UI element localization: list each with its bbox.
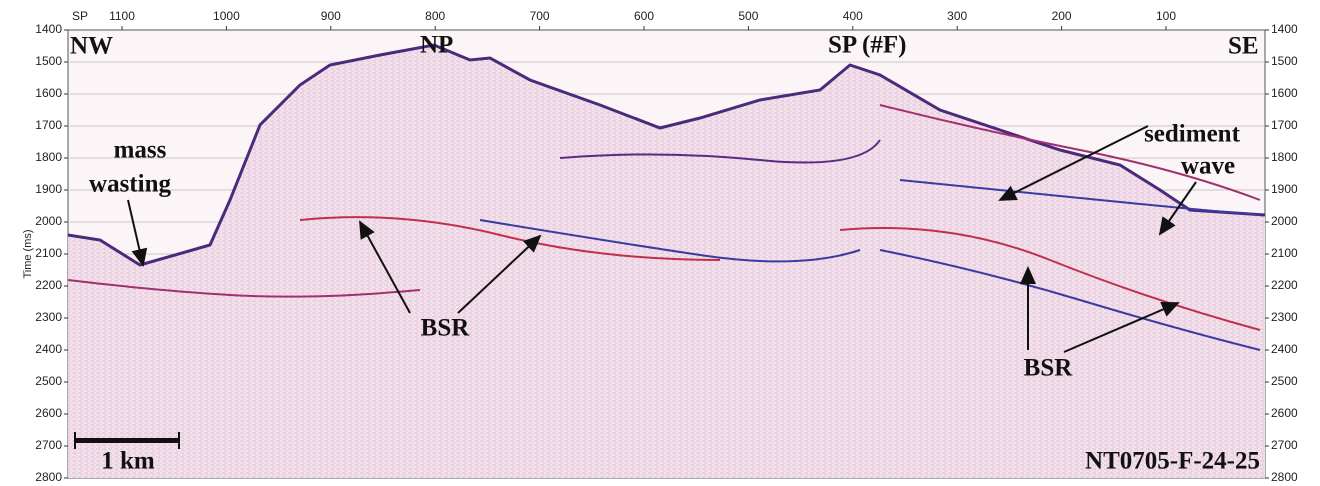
- label-wave: wave: [1181, 153, 1235, 180]
- right-tick-label: 1600: [1271, 86, 1298, 100]
- top-tick-label: 100: [1156, 9, 1176, 23]
- right-tick-label: 2500: [1271, 374, 1298, 388]
- right-tick-label: 1500: [1271, 54, 1298, 68]
- top-tick-label: 1100: [109, 9, 135, 23]
- right-tick-label: 2800: [1271, 470, 1298, 484]
- left-tick-label: 2600: [35, 406, 62, 420]
- right-tick-label: 2000: [1271, 214, 1298, 228]
- arrow: [1063, 301, 1180, 353]
- scale-bar: [74, 438, 180, 443]
- right-tick-label: 1800: [1271, 150, 1298, 164]
- label-wasting: wasting: [89, 171, 171, 198]
- top-tick-label: 300: [947, 9, 967, 23]
- label-se: SE: [1228, 33, 1259, 60]
- right-tick-label: 2600: [1271, 406, 1298, 420]
- left-tick-label: 2400: [35, 342, 62, 356]
- label-nw: NW: [70, 33, 113, 60]
- right-tick-label: 2400: [1271, 342, 1298, 356]
- left-tick-label: 2300: [35, 310, 62, 324]
- right-tick-label: 1700: [1271, 118, 1298, 132]
- arrow: [457, 234, 542, 314]
- arrow: [1158, 181, 1197, 236]
- left-tick-label: 1900: [35, 182, 62, 196]
- line-id: NT0705-F-24-25: [1085, 448, 1260, 475]
- left-tick-label: 2700: [35, 438, 62, 452]
- scale-label: 1 km: [101, 448, 155, 475]
- label-mass: mass: [114, 137, 167, 164]
- top-tick-label: 900: [321, 9, 341, 23]
- arrow: [998, 125, 1149, 201]
- left-tick-label: 1600: [35, 86, 62, 100]
- sediment-body: [68, 45, 1265, 478]
- label-sp: SP (#F): [828, 32, 906, 59]
- label-np: NP: [420, 32, 453, 59]
- top-tick-label: 800: [425, 9, 445, 23]
- right-tick-label: 2100: [1271, 246, 1298, 260]
- arrow: [127, 199, 148, 267]
- right-tick-label: 2300: [1271, 310, 1298, 324]
- top-tick-label: 600: [634, 9, 654, 23]
- top-tick-label: 400: [843, 9, 863, 23]
- label-bsr: BSR: [421, 315, 471, 342]
- top-tick-label: 200: [1052, 9, 1072, 23]
- right-tick-label: 1400: [1271, 22, 1298, 36]
- right-tick-label: 2700: [1271, 438, 1298, 452]
- top-tick-label: 1000: [213, 9, 240, 23]
- left-tick-label: 2200: [35, 278, 62, 292]
- label-bsr: BSR: [1024, 355, 1074, 382]
- seafloor-reflector: [67, 43, 1266, 267]
- right-tick-label: 1900: [1271, 182, 1298, 196]
- label-sediment: sediment: [1144, 121, 1241, 148]
- reflectors: [67, 104, 1261, 351]
- left-tick-label: 1800: [35, 150, 62, 164]
- top-axis-label: SP: [72, 9, 88, 23]
- top-tick-label: 500: [738, 9, 758, 23]
- left-tick-label: 1700: [35, 118, 62, 132]
- left-tick-label: 2100: [35, 246, 62, 260]
- left-axis-title: Time (ms): [22, 229, 34, 278]
- axes: 1400 1500 1600 1700 1800 1900 2000 2100 2200 2300…: [35, 9, 1298, 484]
- left-tick-label: 2800: [35, 470, 62, 484]
- arrow: [359, 220, 411, 314]
- right-tick-label: 2200: [1271, 278, 1298, 292]
- top-tick-label: 700: [530, 9, 550, 23]
- left-tick-label: 2500: [35, 374, 62, 388]
- left-tick-label: 1500: [35, 54, 62, 68]
- left-tick-label: 1400: [35, 22, 62, 36]
- left-tick-label: 2000: [35, 214, 62, 228]
